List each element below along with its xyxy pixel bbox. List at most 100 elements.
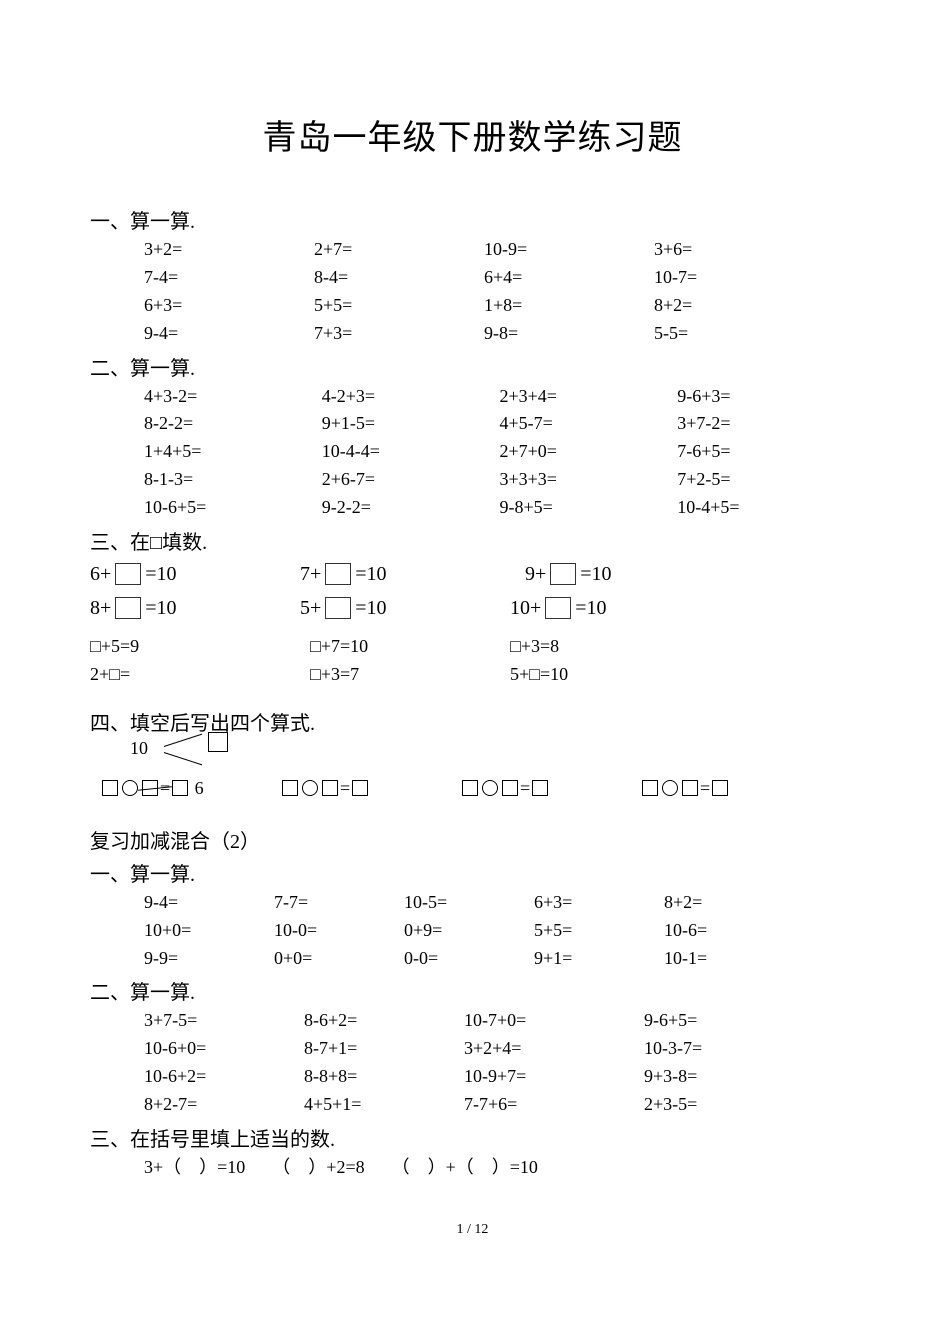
fill-cell: 10+ =10 <box>510 591 760 625</box>
eq-cell: = <box>640 778 820 799</box>
s1-row: 3+2= 2+7= 10-9= 3+6= <box>90 236 855 264</box>
cell: 9-9= <box>144 945 274 973</box>
blank-box <box>208 732 228 752</box>
s2-row: 8-1-3= 2+6-7= 3+3+3= 7+2-5= <box>90 466 855 494</box>
cell: 5-5= <box>654 320 824 348</box>
cell: 2+7= <box>314 236 484 264</box>
cell: 3+7-2= <box>677 410 855 438</box>
cell: 9-6+5= <box>644 1007 804 1035</box>
eq-cell: = 6 <box>100 778 280 799</box>
txt: =10 <box>575 591 606 625</box>
r2-row: 8+2-7= 4+5+1= 7-7+6= 2+3-5= <box>90 1091 855 1119</box>
cell: 9+3-8= <box>644 1063 804 1091</box>
cell: 5+□=10 <box>510 661 710 689</box>
cell: 8-2-2= <box>144 410 322 438</box>
four-equation-row: = 6 = = = <box>100 778 855 799</box>
fill-cell: 8+=10 <box>90 591 300 625</box>
cell: 4+5-7= <box>500 410 678 438</box>
blank-box <box>172 780 188 796</box>
review-heading: 复习加减混合（2） <box>90 825 855 854</box>
r2-row: 3+7-5= 8-6+2= 10-7+0= 9-6+5= <box>90 1007 855 1035</box>
s2-row: 10-6+5= 9-2-2= 9-8+5= 10-4+5= <box>90 494 855 522</box>
r1-row: 9-4= 7-7= 10-5= 6+3= 8+2= <box>90 889 855 917</box>
cell: 8-8+8= <box>304 1063 464 1091</box>
cell: 3+（ ）=10 （ ）+2=8 （ ）+（ ）=10 <box>144 1154 538 1182</box>
eq-cell: = <box>460 778 640 799</box>
txt: 9+ <box>525 557 546 591</box>
txt: 6 <box>195 778 204 799</box>
cell: 3+2+4= <box>464 1035 644 1063</box>
r1-row: 9-9= 0+0= 0-0= 9+1= 10-1= <box>90 945 855 973</box>
blank-box <box>325 563 351 585</box>
cell: 7+2-5= <box>677 466 855 494</box>
cell: 8-6+2= <box>304 1007 464 1035</box>
cell: 8+2= <box>654 292 824 320</box>
cell: 9-6+3= <box>677 383 855 411</box>
strike-box: = <box>140 778 170 799</box>
cell: 10-4-4= <box>322 438 500 466</box>
txt: =10 <box>355 591 386 625</box>
blank-box <box>502 780 518 796</box>
blank-box <box>532 780 548 796</box>
cell: 5+5= <box>534 917 664 945</box>
r3-row: 3+（ ）=10 （ ）+2=8 （ ）+（ ）=10 <box>90 1154 855 1182</box>
r1-heading: 一、算一算. <box>90 858 855 887</box>
cell: 9-4= <box>144 889 274 917</box>
txt: 10+ <box>510 591 541 625</box>
cell: 10-7+0= <box>464 1007 644 1035</box>
blank-box <box>325 597 351 619</box>
txt: 7+ <box>300 557 321 591</box>
fill-cell: 5+=10 <box>300 591 510 625</box>
cell: 10-9= <box>484 236 654 264</box>
cell: 9-8+5= <box>500 494 678 522</box>
s3-txtrow: □+5=9 □+7=10 □+3=8 <box>90 633 855 661</box>
s1-row: 7-4= 8-4= 6+4= 10-7= <box>90 264 855 292</box>
cell: □+7=10 <box>310 633 510 661</box>
cell: 1+4+5= <box>144 438 322 466</box>
blank-box <box>682 780 698 796</box>
fill-cell: 9+=10 <box>510 557 760 591</box>
blank-circle <box>302 780 318 796</box>
cell: 8+2= <box>664 889 794 917</box>
branch-ten: 10 <box>130 738 148 759</box>
cell: 6+3= <box>144 292 314 320</box>
page-title: 青岛一年级下册数学练习题 <box>90 110 855 159</box>
cell: 8-4= <box>314 264 484 292</box>
cell: 0-0= <box>404 945 534 973</box>
cell: 3+6= <box>654 236 824 264</box>
s3-txtrow: 2+□= □+3=7 5+□=10 <box>90 661 855 689</box>
section-1-heading: 一、算一算. <box>90 205 855 234</box>
cell: 2+3-5= <box>644 1091 804 1119</box>
s2-row: 8-2-2= 9+1-5= 4+5-7= 3+7-2= <box>90 410 855 438</box>
cell: □+3=8 <box>510 633 710 661</box>
section-4-heading: 四、填空后写出四个算式. <box>90 707 855 736</box>
cell: 7-6+5= <box>677 438 855 466</box>
cell: □+3=7 <box>310 661 510 689</box>
cell: 9+1-5= <box>322 410 500 438</box>
blank-box <box>712 780 728 796</box>
branch-diagram: 10 <box>130 738 330 778</box>
cell: 10-1= <box>664 945 794 973</box>
cell: 10-3-7= <box>644 1035 804 1063</box>
cell: 7-4= <box>144 264 314 292</box>
cell: 0+9= <box>404 917 534 945</box>
branch-line <box>164 752 202 765</box>
cell: 2+7+0= <box>500 438 678 466</box>
cell: 8-7+1= <box>304 1035 464 1063</box>
cell: 0+0= <box>274 945 404 973</box>
cell: 9-2-2= <box>322 494 500 522</box>
r3-heading: 三、在括号里填上适当的数. <box>90 1123 855 1152</box>
blank-box <box>642 780 658 796</box>
s2-row: 4+3-2= 4-2+3= 2+3+4= 9-6+3= <box>90 383 855 411</box>
blank-box <box>322 780 338 796</box>
blank-box <box>115 563 141 585</box>
blank-circle <box>482 780 498 796</box>
page-footer: 1 / 12 <box>90 1222 855 1238</box>
cell: 3+2= <box>144 236 314 264</box>
cell: 3+3+3= <box>500 466 678 494</box>
cell: □+5=9 <box>90 633 310 661</box>
cell: 7-7+6= <box>464 1091 644 1119</box>
cell: 10-7= <box>654 264 824 292</box>
section-3-heading: 三、在□填数. <box>90 526 855 555</box>
cell: 10-6+2= <box>144 1063 304 1091</box>
